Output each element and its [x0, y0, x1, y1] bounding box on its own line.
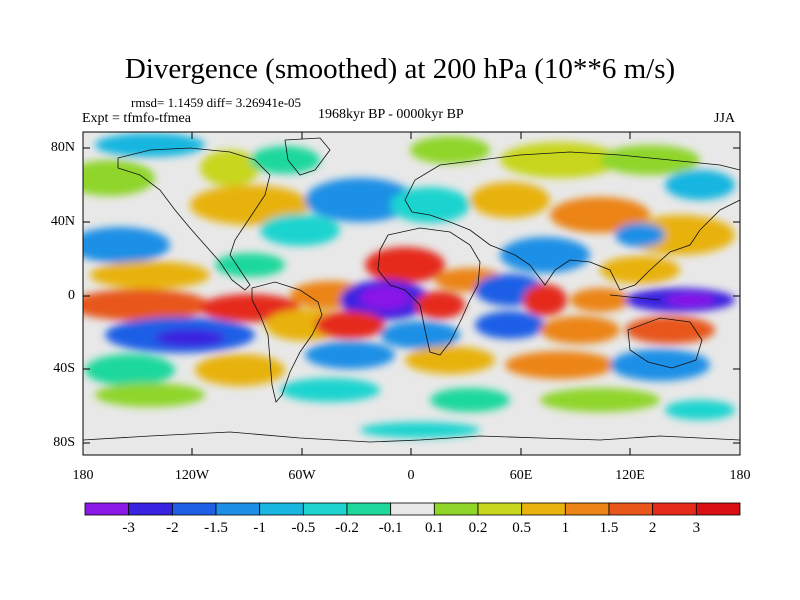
colorbar-label: -0.5	[291, 520, 316, 536]
lat-label-eq: 0	[68, 288, 75, 303]
season-label: JJA	[714, 111, 736, 126]
period-label: 1968kyr BP - 0000kyr BP	[318, 107, 464, 122]
lon-label-0: 0	[407, 468, 415, 483]
lon-label-120w: 120W	[174, 468, 210, 483]
colorbar-label: -0.2	[335, 520, 359, 536]
lon-label-60e: 60E	[509, 468, 533, 483]
field-layer	[83, 132, 740, 455]
colorbar-swatch	[259, 502, 304, 516]
colorbar-swatch	[608, 502, 654, 516]
experiment-label: Expt = tfmfo-tfmea	[82, 111, 191, 126]
chart-title: Divergence (smoothed) at 200 hPa (10**6 …	[124, 53, 676, 85]
colorbar-label: -2	[166, 520, 179, 536]
colorbar-swatch	[433, 502, 479, 516]
colorbar-swatch	[564, 502, 610, 516]
colorbar-label: 3	[692, 520, 701, 536]
colorbar-swatch	[171, 502, 217, 516]
coastlines	[83, 137, 740, 443]
colorbar-label: 0.2	[468, 520, 488, 536]
colorbar-label: -3	[122, 520, 135, 536]
colorbar-swatch	[390, 502, 435, 516]
colorbar-swatch	[346, 502, 392, 516]
axis-ticks	[82, 132, 741, 455]
colorbar-swatch	[302, 502, 348, 516]
lat-label-40s: 40S	[53, 361, 75, 376]
lon-label-120e: 120E	[615, 468, 645, 483]
lat-label-80s: 80S	[53, 435, 75, 450]
colorbar-label: -1.5	[204, 520, 228, 536]
colorbar-swatch	[128, 502, 173, 516]
lon-label-60w: 60W	[288, 468, 316, 483]
stats-line: rmsd= 1.1459 diff= 3.26941e-05	[131, 95, 302, 110]
lon-label-180w: 180	[72, 468, 94, 483]
lat-label-40n: 40N	[50, 214, 75, 229]
colorbar-label: 1.5	[599, 520, 619, 536]
colorbar-swatch	[652, 502, 697, 516]
colorbar-swatch	[521, 502, 566, 516]
colorbar-label: -0.1	[378, 520, 403, 536]
colorbar-label: 0.1	[424, 520, 444, 536]
colorbar-label: -1	[253, 520, 266, 536]
colorbar	[84, 502, 741, 516]
colorbar-label: 1	[561, 520, 570, 536]
colorbar-label: 0.5	[512, 520, 532, 536]
colorbar-swatch	[477, 502, 523, 516]
lon-label-180e: 180	[729, 468, 751, 483]
colorbar-swatch	[695, 502, 741, 516]
colorbar-swatch	[84, 502, 130, 516]
lat-label-80n: 80N	[50, 140, 75, 155]
colorbar-swatch	[215, 502, 261, 516]
colorbar-label: 2	[648, 520, 657, 536]
